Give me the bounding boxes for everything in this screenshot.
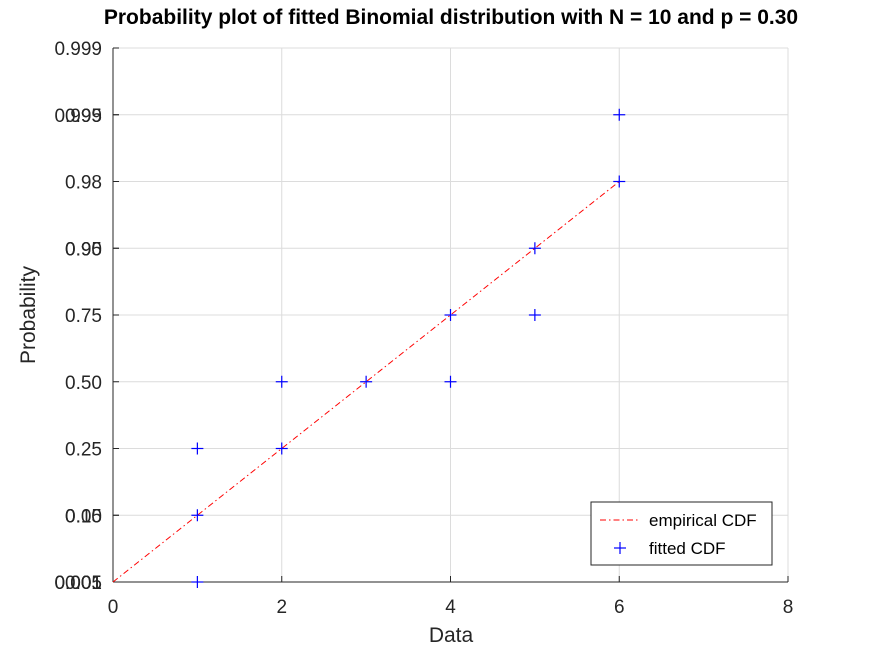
y-tick-label-9: 0.95: [65, 239, 102, 260]
legend-label-empirical: empirical CDF: [649, 511, 757, 530]
y-tick-label-8: 0.90: [65, 239, 102, 260]
y-tick-label-2: 0.01: [65, 573, 102, 594]
fitted-cdf-marker-11: [613, 108, 626, 121]
series-layer: [112, 108, 626, 588]
y-tick-label-5: 0.25: [65, 440, 102, 461]
legend-box: [590, 501, 773, 566]
y-tick-label-0: 0.001: [54, 573, 102, 594]
y-tick-label-3: 0.05: [65, 506, 102, 527]
fitted-cdf-marker-7: [444, 309, 457, 321]
fitted-cdf-marker-1: [191, 509, 204, 522]
fitted-cdf-marker-8: [528, 309, 541, 321]
legend-swatch-fitted: [614, 542, 626, 554]
y-tick-label-7: 0.75: [65, 306, 102, 327]
x-ticks: 0 2 4 6 8: [108, 576, 794, 618]
fitted-cdf-marker-3: [275, 442, 288, 455]
fitted-cdf-marker-10: [613, 175, 626, 188]
x-tick-label-3: 6: [614, 597, 625, 618]
y-ticks: 0.0010.0050.010.050.100.250.500.750.900.…: [54, 39, 119, 594]
y-axis-label: Probability: [17, 265, 40, 364]
fitted-cdf-marker-4: [275, 375, 288, 388]
fitted-cdf-marker-0: [191, 576, 204, 588]
x-tick-label-1: 2: [276, 597, 287, 618]
fitted-cdf-marker-5: [360, 375, 373, 388]
x-tick-label-2: 4: [445, 597, 456, 618]
y-tick-label-13: 0.999: [54, 39, 102, 60]
legend-label-fitted: fitted CDF: [649, 539, 726, 558]
y-tick-label-12: 0.995: [54, 106, 102, 127]
fitted-cdf-marker-2: [191, 442, 204, 455]
y-tick-label-6: 0.50: [65, 373, 102, 394]
fitted-cdf-marker-9: [528, 242, 541, 255]
x-axis-label: Data: [429, 624, 474, 647]
y-tick-label-1: 0.005: [54, 573, 102, 594]
chart-title: Probability plot of fitted Binomial dist…: [104, 6, 798, 29]
y-tick-label-10: 0.98: [65, 173, 102, 194]
x-tick-label-4: 8: [783, 597, 794, 618]
y-tick-label-4: 0.10: [65, 506, 102, 527]
fitted-cdf-marker-6: [444, 375, 457, 388]
y-tick-label-11: 0.99: [65, 106, 102, 127]
x-tick-label-0: 0: [108, 597, 119, 618]
legend: empirical CDF fitted CDF: [590, 501, 773, 566]
